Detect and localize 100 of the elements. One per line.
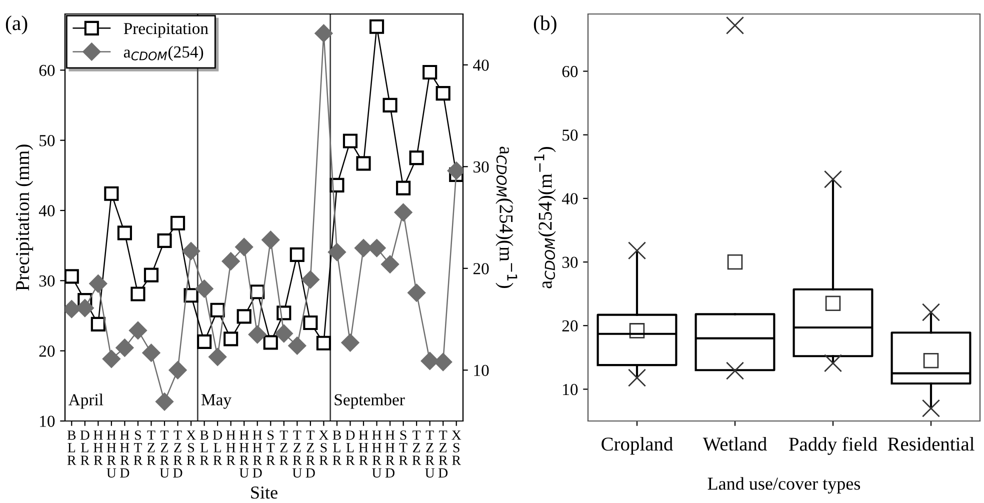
point: [102, 350, 120, 368]
x-tick-label: BLR: [332, 430, 342, 465]
point: [302, 270, 320, 288]
point: [236, 309, 252, 324]
y2-tick-label: 10: [474, 364, 489, 376]
point: [142, 344, 160, 362]
point: [90, 316, 106, 332]
y-axis-title: a$_{CDOM}$(254)(m$^{−1}$): [534, 147, 556, 288]
point: [341, 334, 360, 352]
point: [381, 255, 399, 274]
point: [303, 315, 318, 330]
point: [262, 230, 280, 249]
y2-tick-label: 40: [473, 60, 489, 71]
x-tick-label: TZR: [412, 430, 422, 465]
point: [275, 324, 293, 342]
x-tick-label: HHRD: [252, 430, 262, 478]
y-tick-label: 10: [563, 384, 578, 396]
x-tick-label: Residential: [888, 436, 974, 451]
x-tick-label: HHRU: [239, 430, 249, 478]
x-tick-label: Cropland: [602, 436, 673, 455]
annotation: April: [68, 394, 104, 409]
x-tick-label: BLR: [200, 430, 209, 465]
legend-label: a$_{CDOM}$(254): [124, 46, 204, 61]
point: [222, 252, 240, 270]
x-tick-label: XSR: [452, 430, 462, 465]
point: [210, 302, 225, 318]
x-tick-label: HHRU: [372, 430, 382, 478]
point: [409, 150, 424, 166]
point: [168, 361, 187, 380]
point: [224, 332, 238, 346]
point: [394, 204, 412, 222]
x-tick-label: TZR: [280, 430, 289, 465]
point: [235, 238, 253, 256]
x-tick-label: Paddy field: [789, 436, 878, 455]
y-tick-label: 10: [40, 416, 55, 427]
point: [89, 274, 108, 293]
x-tick-label: TZRU: [160, 430, 170, 478]
x-tick-label: TZRU: [425, 430, 435, 478]
y-tick-label: 60: [39, 64, 55, 76]
x-tick-label: HHR: [94, 430, 103, 465]
point: [130, 286, 146, 302]
y-tick-label: 50: [40, 135, 55, 146]
x-tick-label: HHRU: [106, 430, 116, 478]
point: [436, 86, 450, 101]
x-tick-label: DLR: [212, 430, 222, 465]
point: [382, 98, 398, 113]
y-axis-title: Precipitation (mm): [15, 144, 34, 291]
point: [316, 336, 331, 350]
x-tick-label: TZR: [147, 430, 156, 465]
point: [356, 156, 371, 171]
x-tick-label: XSR: [186, 430, 196, 465]
point: [420, 352, 439, 370]
chart-title: (a): [6, 16, 28, 34]
x-tick-label: TZRD: [438, 430, 448, 478]
legend-label: Precipitation: [124, 22, 208, 38]
point: [290, 247, 304, 262]
y-tick-label: 40: [562, 193, 578, 204]
y-tick-label: 20: [39, 346, 55, 357]
point: [396, 180, 411, 196]
y-tick-label: 30: [562, 256, 578, 268]
x-tick-label: TZRD: [306, 430, 316, 478]
x-tick-label: HHR: [358, 430, 368, 465]
x-axis-title: Land use/cover types: [708, 477, 860, 494]
x-tick-label: XSR: [318, 430, 328, 465]
point: [263, 335, 278, 350]
annotation: May: [201, 394, 232, 409]
x-tick-label: STR: [266, 430, 276, 465]
point: [342, 134, 358, 148]
point: [328, 243, 346, 261]
y2-axis-title: a$_{CDOM}$(254)(m$^{−1}$): [496, 146, 518, 288]
x-tick-label: BLR: [67, 430, 76, 465]
point: [195, 280, 214, 298]
x-tick-label: TZRD: [173, 430, 182, 478]
y-tick-label: 40: [38, 205, 55, 216]
point: [117, 226, 132, 240]
x-tick-label: HHRD: [385, 430, 395, 478]
y2-tick-label: 20: [473, 263, 489, 274]
point: [104, 186, 119, 201]
point: [354, 239, 372, 257]
point: [314, 24, 333, 42]
y-tick-label: 20: [562, 320, 578, 332]
point: [157, 233, 172, 248]
x-tick-label: HHR: [226, 430, 236, 465]
point: [248, 326, 266, 344]
x-tick-label: HHRD: [120, 430, 130, 478]
point: [76, 299, 94, 317]
x-tick-label: DLR: [80, 430, 90, 465]
chart-title: (b): [534, 16, 556, 34]
point: [182, 242, 200, 260]
point: [156, 392, 174, 411]
x-tick-label: STR: [134, 430, 143, 465]
point: [434, 353, 452, 371]
point: [208, 348, 226, 366]
y-tick-label: 50: [562, 130, 578, 141]
point: [369, 19, 384, 34]
point: [288, 336, 306, 355]
point: [65, 269, 79, 284]
point: [408, 284, 426, 302]
y-tick-label: 60: [562, 66, 578, 78]
x-axis-title: Site: [251, 486, 278, 499]
